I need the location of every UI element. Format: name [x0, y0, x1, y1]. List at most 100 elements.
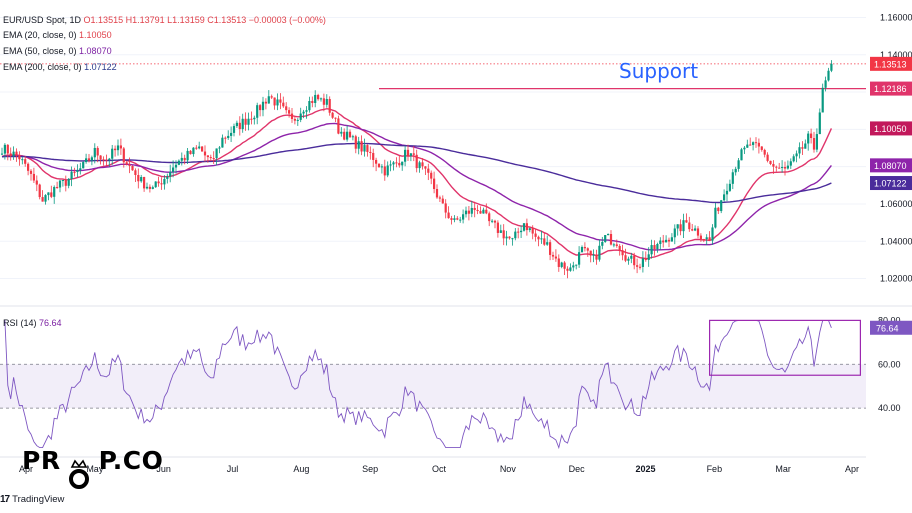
candle-body[interactable]	[404, 149, 407, 162]
candle-body[interactable]	[720, 200, 723, 212]
candle-body[interactable]	[485, 209, 488, 214]
candle-body[interactable]	[435, 189, 439, 198]
candle-body[interactable]	[717, 207, 720, 212]
candle-body[interactable]	[56, 186, 59, 188]
candle-body[interactable]	[618, 245, 621, 251]
candle-body[interactable]	[488, 213, 491, 222]
candle-body[interactable]	[795, 153, 798, 157]
candle-body[interactable]	[775, 166, 778, 168]
candle-body[interactable]	[580, 246, 584, 253]
candle-body[interactable]	[522, 223, 526, 231]
candle-body[interactable]	[673, 228, 676, 238]
candle-body[interactable]	[401, 161, 404, 166]
candle-body[interactable]	[650, 245, 653, 255]
candle-body[interactable]	[209, 157, 212, 159]
candle-body[interactable]	[412, 153, 415, 155]
candle-body[interactable]	[760, 146, 763, 150]
candle-body[interactable]	[815, 134, 818, 150]
candle-body[interactable]	[702, 238, 705, 240]
candle-body[interactable]	[85, 158, 88, 163]
candle-body[interactable]	[743, 147, 746, 150]
candle-body[interactable]	[502, 230, 505, 239]
candle-body[interactable]	[464, 210, 468, 215]
candle-body[interactable]	[366, 145, 369, 152]
candle-body[interactable]	[424, 166, 427, 169]
ema-50-line[interactable]	[1, 122, 832, 251]
candle-body[interactable]	[285, 106, 288, 111]
candle-body[interactable]	[357, 141, 360, 149]
candle-body[interactable]	[638, 266, 642, 268]
candle-body[interactable]	[415, 154, 418, 169]
candle-body[interactable]	[798, 147, 801, 154]
candle-body[interactable]	[331, 112, 334, 118]
price-axis[interactable]: 1.160001.140001.120001.100001.080001.060…	[880, 12, 912, 283]
candle-body[interactable]	[73, 171, 76, 173]
candle-body[interactable]	[792, 156, 795, 162]
candle-body[interactable]	[363, 145, 366, 152]
candle-body[interactable]	[517, 231, 520, 233]
candle-body[interactable]	[534, 233, 537, 237]
candle-body[interactable]	[801, 147, 804, 149]
candle-body[interactable]	[586, 248, 589, 251]
candle-body[interactable]	[122, 148, 125, 163]
candle-body[interactable]	[479, 211, 482, 214]
candle-body[interactable]	[583, 246, 586, 249]
candle-body[interactable]	[267, 96, 270, 104]
candle-body[interactable]	[111, 148, 114, 159]
support-line[interactable]	[0, 63, 866, 90]
candle-body[interactable]	[6, 144, 9, 154]
candle-body[interactable]	[824, 80, 827, 88]
candle-body[interactable]	[438, 197, 441, 199]
candle-body[interactable]	[340, 131, 343, 134]
candle-body[interactable]	[169, 171, 172, 177]
candle-body[interactable]	[453, 218, 456, 220]
candle-body[interactable]	[218, 147, 221, 149]
ema50-legend[interactable]: EMA (50, close, 0) 1.08070	[3, 46, 112, 56]
candle-body[interactable]	[380, 166, 383, 168]
candle-body[interactable]	[395, 162, 398, 164]
candle-body[interactable]	[201, 146, 204, 152]
rsi-line[interactable]	[4, 319, 832, 450]
rsi-series-line[interactable]	[4, 319, 832, 450]
candle-body[interactable]	[508, 236, 511, 239]
candle-body[interactable]	[311, 101, 314, 103]
candle-body[interactable]	[493, 220, 497, 223]
candle-body[interactable]	[551, 254, 555, 257]
candle-body[interactable]	[334, 117, 337, 119]
candle-body[interactable]	[496, 222, 499, 233]
candle-body[interactable]	[679, 224, 682, 232]
candle-body[interactable]	[624, 255, 627, 261]
candle-body[interactable]	[433, 178, 436, 190]
candle-body[interactable]	[166, 176, 169, 179]
candle-body[interactable]	[282, 102, 285, 107]
candle-body[interactable]	[203, 151, 207, 156]
candle-body[interactable]	[288, 110, 291, 114]
candle-body[interactable]	[9, 153, 12, 156]
candle-body[interactable]	[50, 192, 53, 197]
candle-body[interactable]	[299, 113, 302, 120]
candle-body[interactable]	[578, 252, 581, 265]
candle-body[interactable]	[0, 153, 4, 155]
candle-body[interactable]	[505, 236, 508, 239]
candle-body[interactable]	[247, 118, 250, 125]
candle-body[interactable]	[32, 173, 35, 181]
candle-body[interactable]	[746, 144, 749, 148]
candle-body[interactable]	[531, 228, 534, 234]
candle-body[interactable]	[641, 258, 644, 267]
candle-body[interactable]	[812, 138, 816, 150]
ema-200-line[interactable]	[1, 142, 832, 204]
candle-body[interactable]	[128, 164, 131, 166]
tradingview-footer[interactable]: 17 TradingView	[0, 494, 64, 505]
candle-body[interactable]	[186, 150, 189, 161]
candle-body[interactable]	[769, 160, 772, 164]
candle-body[interactable]	[116, 145, 120, 151]
candle-body[interactable]	[302, 111, 305, 114]
candle-body[interactable]	[61, 180, 64, 182]
candle-body[interactable]	[734, 168, 737, 173]
candle-body[interactable]	[58, 180, 62, 188]
candle-body[interactable]	[70, 171, 73, 179]
candle-body[interactable]	[160, 183, 163, 185]
candle-body[interactable]	[305, 110, 308, 112]
candle-body[interactable]	[525, 223, 528, 231]
candle-body[interactable]	[647, 254, 650, 260]
